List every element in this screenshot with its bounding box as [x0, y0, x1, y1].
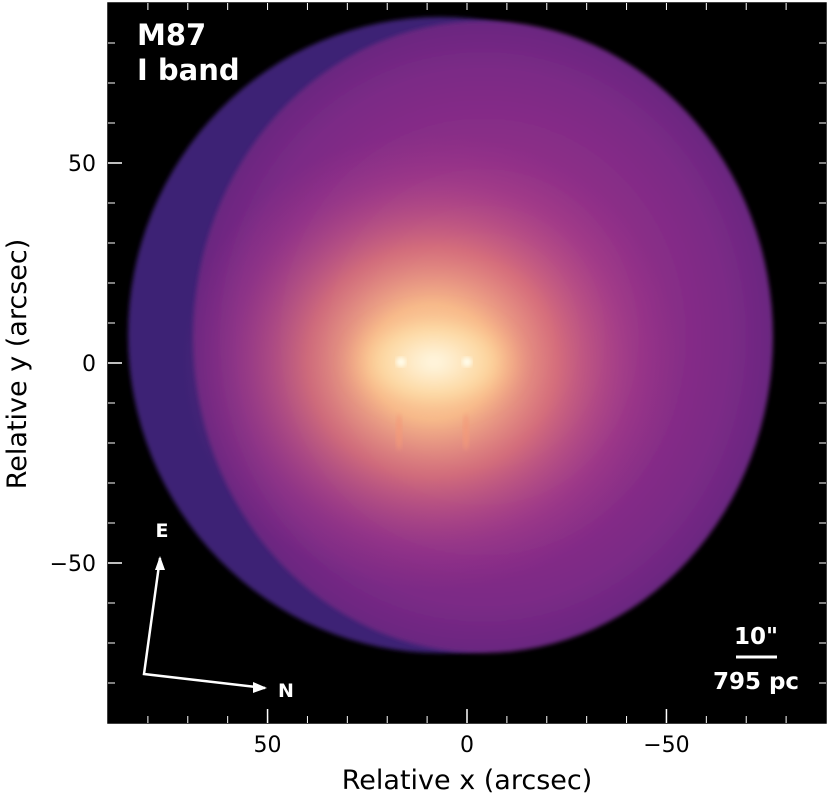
plot-title: M87: [137, 18, 206, 52]
y-tick-label: 50: [68, 152, 96, 177]
core-peak-left: [396, 357, 406, 367]
compass-north-label: N: [278, 680, 294, 702]
scale-bar-physical: 795 pc: [713, 669, 799, 695]
x-tick-label: 0: [460, 733, 474, 758]
y-tick-label: 0: [82, 352, 96, 377]
scale-bar-angular: 10": [734, 624, 778, 650]
major-ticks: [108, 162, 668, 723]
streak-right: [463, 414, 469, 450]
minor-ticks: [108, 3, 826, 723]
x-axis-label: Relative x (arcsec): [342, 765, 593, 796]
north-arrowhead: [253, 682, 267, 693]
compass-east-label: E: [156, 520, 169, 542]
compass: E N: [142, 520, 294, 702]
x-tick-label: −50: [643, 733, 689, 758]
y-tick-label: −50: [50, 552, 96, 577]
scale-bar: 10" 795 pc: [713, 624, 799, 695]
y-axis-label: Relative y (arcsec): [2, 239, 33, 490]
galaxy-core: [342, 304, 526, 420]
image-panel: [108, 3, 826, 723]
compass-arrows: [142, 557, 266, 690]
plot-subtitle: I band: [137, 53, 240, 87]
streak-left: [396, 414, 402, 450]
core-peak-right: [462, 357, 472, 367]
x-tick-label: 50: [254, 733, 282, 758]
east-arrowhead: [155, 556, 165, 570]
